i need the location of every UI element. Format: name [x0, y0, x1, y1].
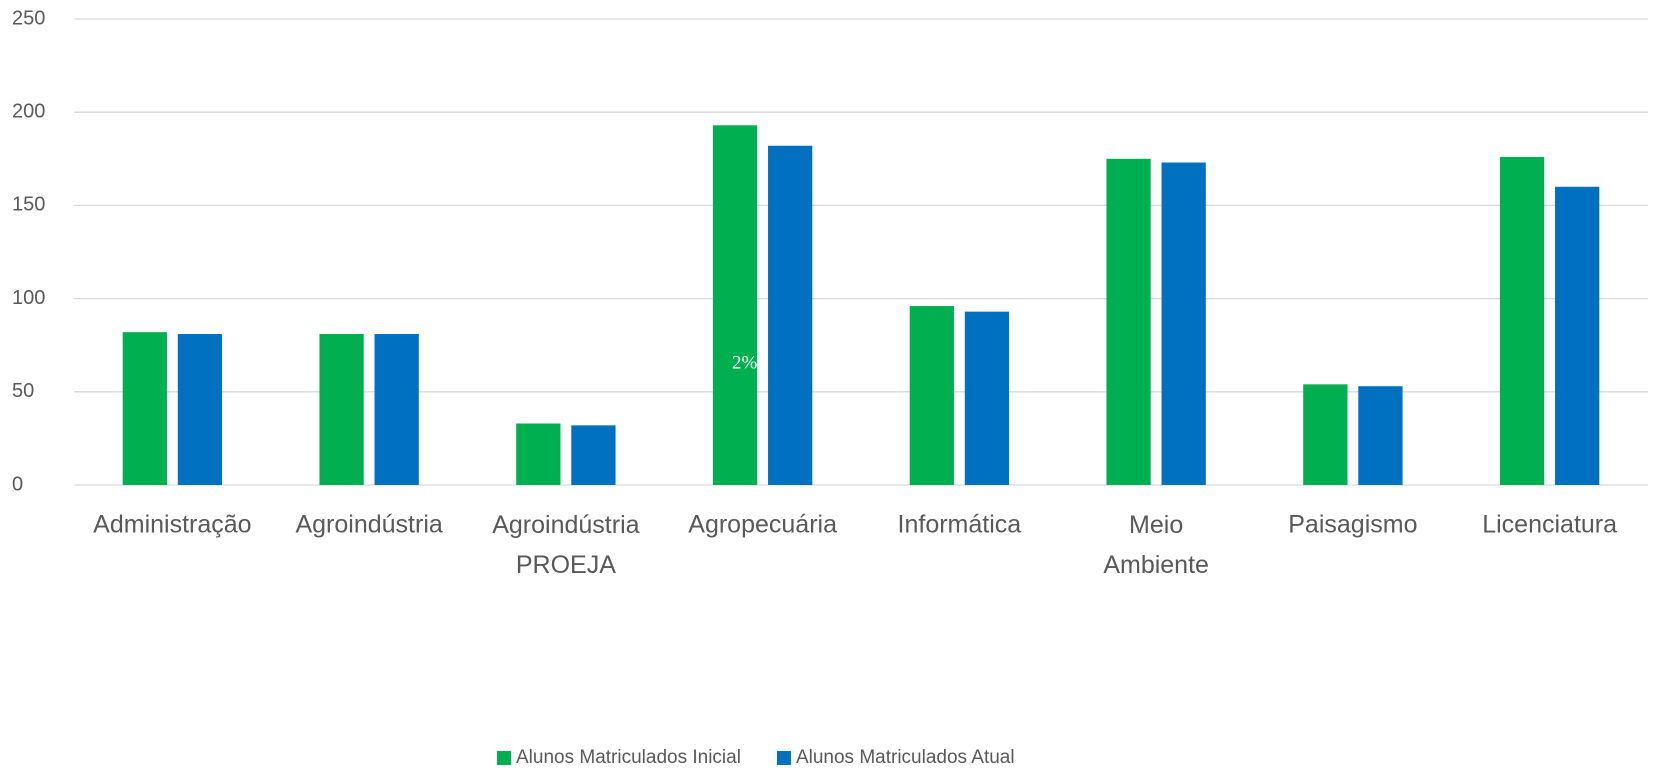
y-tick-label: 200: [12, 100, 45, 122]
bar: [177, 334, 223, 485]
y-tick-label: 100: [12, 287, 45, 309]
legend-label: Alunos Matriculados Inicial: [516, 747, 741, 768]
legend-label: Alunos Matriculados Atual: [796, 747, 1015, 768]
x-tick-label: Administração: [93, 511, 251, 539]
bar: [964, 311, 1010, 485]
bar: [1555, 186, 1600, 485]
x-tick-label: Meio Ambiente: [1103, 511, 1209, 579]
x-tick-label: Paisagismo: [1288, 511, 1417, 539]
bar: [1303, 384, 1348, 485]
bar: [122, 332, 167, 485]
x-tick-label: Agropecuária: [688, 511, 837, 539]
legend-swatch: [776, 751, 791, 765]
bar: [712, 125, 758, 486]
label-line: Agroindústria: [492, 511, 639, 539]
bar: [1499, 156, 1545, 485]
y-tick-label: 50: [12, 380, 34, 402]
label-line: Ambiente: [1103, 551, 1209, 579]
label-line: PROEJA: [516, 551, 616, 579]
bar: [1358, 386, 1403, 485]
bar: [768, 145, 813, 485]
x-tick-label: Agroindústria: [295, 511, 442, 539]
y-tick-label: 150: [12, 194, 45, 216]
y-tick-label: 0: [12, 473, 23, 495]
label-line: Meio: [1129, 511, 1183, 539]
y-tick-label: 250: [12, 7, 45, 29]
bar: [516, 423, 561, 485]
bar: [1106, 158, 1151, 486]
bar: [1161, 162, 1206, 485]
bar: [909, 306, 954, 485]
bar: [374, 334, 419, 485]
legend-swatch: [497, 751, 511, 765]
annotation: 2%: [732, 352, 758, 373]
x-tick-label: Agroindústria PROEJA: [492, 511, 639, 579]
x-tick-label: Informática: [898, 511, 1022, 539]
bar: [571, 425, 616, 485]
bar: [319, 334, 364, 485]
x-tick-label: Licenciatura: [1482, 511, 1617, 539]
